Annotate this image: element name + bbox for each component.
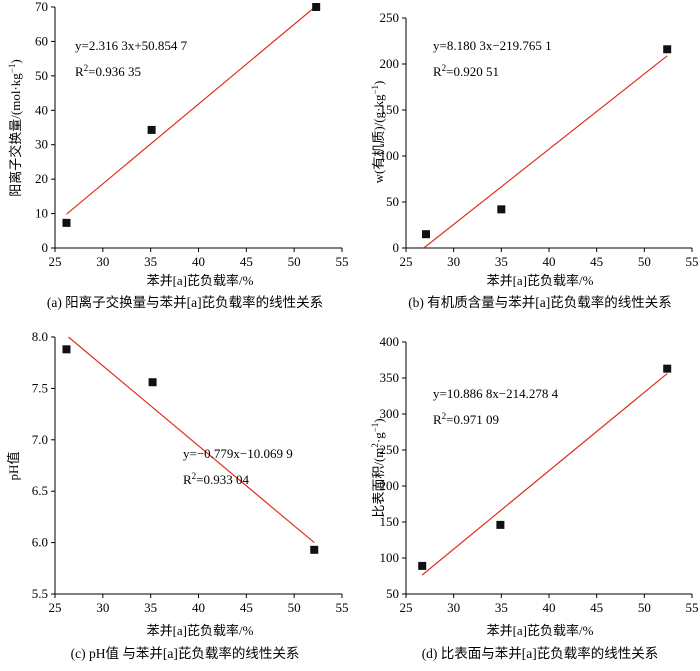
data-point xyxy=(663,364,672,373)
panel-d: 25 30 35 40 45 50 55 50 100 150 200 250 300 350 400 y=1… xyxy=(370,334,699,661)
data-point xyxy=(418,561,427,570)
y-tick-label: 400 xyxy=(380,334,400,349)
data-point xyxy=(62,218,71,227)
x-tick-label: 45 xyxy=(240,254,253,269)
x-tick-label: 45 xyxy=(240,600,253,615)
y-tick-label: 200 xyxy=(380,56,400,71)
x-tick-label: 30 xyxy=(96,600,109,615)
panel-caption: (b) 有机质含量与苯并[a]芘负载率的线性关系 xyxy=(408,294,672,310)
fit-line xyxy=(66,5,317,215)
x-tick-label: 35 xyxy=(144,600,157,615)
y-tick-label: 40 xyxy=(35,102,48,117)
data-point xyxy=(312,3,321,11)
x-tick-label: 55 xyxy=(336,600,349,615)
x-axis-title: 苯并[a]芘负载率/% xyxy=(487,623,594,638)
fit-equation: y=8.180 3x−219.765 1 xyxy=(433,38,552,53)
data-point xyxy=(663,45,672,54)
x-tick-label: 55 xyxy=(336,254,349,269)
y-tick-label: 100 xyxy=(380,148,400,163)
x-tick-label: 25 xyxy=(49,254,62,269)
x-tick-label: 45 xyxy=(590,600,603,615)
y-tick-label: 10 xyxy=(35,206,48,221)
y-tick-label: 50 xyxy=(386,194,399,209)
data-point xyxy=(496,520,505,529)
x-axis-title: 苯并[a]芘负载率/% xyxy=(147,273,254,288)
x-tick-label: 30 xyxy=(447,254,460,269)
x-tick-label: 40 xyxy=(543,254,556,269)
panel-caption: (d) 比表面与苯并[a]芘负载率的线性关系 xyxy=(422,645,659,661)
y-tick-label: 6.5 xyxy=(32,483,48,498)
data-point xyxy=(147,125,156,134)
y-tick-label: 7.5 xyxy=(32,380,48,395)
data-point xyxy=(422,230,431,239)
fit-equation: y=2.316 3x+50.854 7 xyxy=(75,38,188,53)
y-tick-label: 7.0 xyxy=(32,432,48,447)
y-tick-label: 50 xyxy=(35,68,48,83)
x-tick-label: 55 xyxy=(686,600,699,615)
x-tick-label: 35 xyxy=(144,254,157,269)
y-tick-label: 150 xyxy=(380,102,400,117)
x-tick-label: 35 xyxy=(495,600,508,615)
x-tick-label: 40 xyxy=(192,600,205,615)
y-axis-title: w(有机质)/(g·kg−1) xyxy=(370,81,386,184)
y-axis-title: 阳离子交换量/(mol·kg−1) xyxy=(7,59,23,196)
panel-a: 25 30 35 40 45 50 55 0 10 20 30 40 50 60 70 y=2.316 3x+… xyxy=(7,0,349,310)
fit-line xyxy=(423,55,668,249)
fit-line xyxy=(421,373,668,576)
x-axis-title: 苯并[a]芘负载率/% xyxy=(487,273,594,288)
x-tick-label: 50 xyxy=(288,254,301,269)
x-tick-label: 55 xyxy=(686,254,699,269)
panel-caption: (a) 阳离子交换量与苯并[a]芘负载率的线性关系 xyxy=(47,294,323,310)
y-axis-title: pH值 xyxy=(6,452,21,481)
y-tick-label: 0 xyxy=(42,240,49,255)
x-axis-title: 苯并[a]芘负载率/% xyxy=(147,623,254,638)
x-tick-label: 25 xyxy=(400,600,413,615)
y-tick-label: 0 xyxy=(393,240,400,255)
y-tick-label: 6.0 xyxy=(32,535,48,550)
x-tick-label: 35 xyxy=(495,254,508,269)
r-squared: R2=0.936 35 xyxy=(75,63,141,79)
data-point xyxy=(497,205,506,214)
fit-equation: y=−0.779x−10.069 9 xyxy=(183,446,293,461)
y-tick-label: 250 xyxy=(380,10,400,25)
y-tick-label: 350 xyxy=(380,370,400,385)
x-tick-label: 40 xyxy=(543,600,556,615)
x-tick-label: 30 xyxy=(96,254,109,269)
y-tick-label: 100 xyxy=(380,550,400,565)
y-tick-label: 70 xyxy=(35,0,48,14)
y-tick-label: 60 xyxy=(35,33,48,48)
fit-line xyxy=(68,336,315,544)
x-tick-label: 45 xyxy=(590,254,603,269)
panel-b: 25 30 35 40 45 50 55 0 50 100 150 200 250 y=8.180 3x−… xyxy=(370,10,699,310)
r-squared: R2=0.920 51 xyxy=(433,63,499,79)
data-point xyxy=(62,345,71,354)
y-tick-label: 50 xyxy=(386,586,399,601)
y-tick-label: 150 xyxy=(380,514,400,529)
x-tick-label: 50 xyxy=(638,254,651,269)
x-tick-label: 40 xyxy=(192,254,205,269)
y-tick-label: 5.5 xyxy=(32,586,48,601)
x-tick-label: 50 xyxy=(638,600,651,615)
panel-c: 25 30 35 40 45 50 55 5.5 6.0 6.5 7.0 7.5 8.0 y=−0.779… xyxy=(6,329,349,661)
data-point xyxy=(310,545,319,554)
r-squared: R2=0.971 09 xyxy=(433,411,499,427)
x-tick-label: 50 xyxy=(288,600,301,615)
y-tick-label: 30 xyxy=(35,137,48,152)
fit-equation: y=10.886 8x−214.278 4 xyxy=(433,386,559,401)
y-tick-label: 8.0 xyxy=(32,329,48,344)
x-tick-label: 30 xyxy=(447,600,460,615)
panel-caption: (c) pH值 与苯并[a]芘负载率的线性关系 xyxy=(71,645,300,661)
y-tick-label: 200 xyxy=(380,478,400,493)
x-tick-label: 25 xyxy=(49,600,62,615)
y-tick-label: 20 xyxy=(35,171,48,186)
r-squared: R2=0.933 04 xyxy=(183,471,250,487)
x-tick-label: 25 xyxy=(400,254,413,269)
y-tick-label: 300 xyxy=(380,406,400,421)
y-tick-label: 250 xyxy=(380,442,400,457)
y-axis-title: 比表面积/(m2·g−1) xyxy=(370,418,386,517)
data-point xyxy=(148,378,157,387)
